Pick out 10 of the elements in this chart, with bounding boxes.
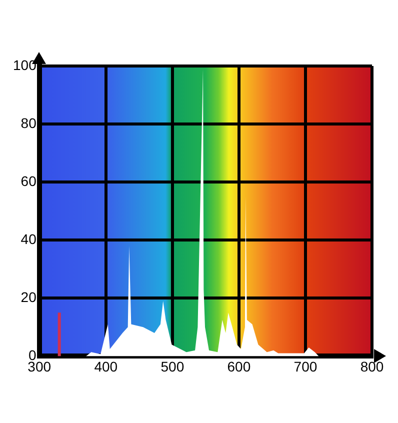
y-tick-label: 40 <box>20 230 37 247</box>
x-tick-label: 400 <box>94 358 118 374</box>
y-tick-label: 60 <box>20 172 37 189</box>
x-tick-label: 800 <box>360 358 384 374</box>
y-tick-label: 80 <box>20 114 37 131</box>
x-tick-label: 700 <box>294 358 318 374</box>
x-tick-label: 600 <box>227 358 251 374</box>
y-tick-label: 20 <box>20 289 37 306</box>
y-tick-label: 100 <box>13 56 37 73</box>
x-tick-label: 500 <box>160 358 184 374</box>
